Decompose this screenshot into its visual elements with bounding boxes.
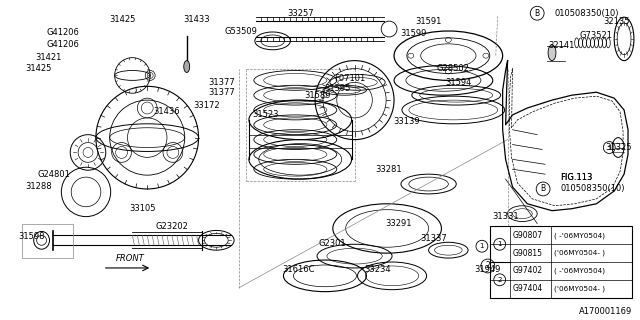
Text: 31331: 31331 (492, 212, 519, 221)
Text: 33105: 33105 (129, 204, 156, 213)
Text: 33234: 33234 (364, 265, 390, 275)
Text: 2: 2 (486, 261, 490, 270)
Text: 2: 2 (497, 277, 502, 283)
Text: 31425: 31425 (109, 15, 136, 24)
Text: 31436: 31436 (154, 108, 180, 116)
Text: 31598: 31598 (19, 232, 45, 241)
Text: G28502: G28502 (437, 64, 470, 73)
Text: 31377: 31377 (208, 78, 235, 87)
Text: 32141: 32141 (548, 41, 575, 50)
Text: 32135: 32135 (603, 17, 629, 26)
Text: G2301: G2301 (318, 239, 346, 248)
Text: 31425: 31425 (26, 64, 52, 73)
Text: ('06MY0504- ): ('06MY0504- ) (554, 250, 605, 256)
Ellipse shape (184, 60, 189, 72)
Text: 31594: 31594 (445, 78, 472, 87)
Text: 33172: 33172 (193, 100, 220, 109)
Text: 31421: 31421 (35, 53, 61, 62)
Bar (490, 227, 632, 298)
Text: 010508350(10): 010508350(10) (560, 184, 625, 194)
Text: F07101: F07101 (334, 74, 365, 83)
Text: 33291: 33291 (386, 219, 412, 228)
Ellipse shape (548, 45, 556, 60)
Text: A170001169: A170001169 (579, 308, 632, 316)
Text: 33257: 33257 (287, 9, 314, 18)
Text: 33139: 33139 (394, 117, 420, 126)
Text: FIG.113: FIG.113 (561, 172, 593, 182)
Text: 31288: 31288 (26, 182, 52, 191)
Text: 1: 1 (497, 241, 502, 247)
Text: ('06MY0504- ): ('06MY0504- ) (554, 285, 605, 292)
Text: FRONT: FRONT (116, 254, 145, 263)
Text: G97404: G97404 (513, 284, 543, 293)
Text: B: B (541, 184, 546, 194)
Text: G23202: G23202 (156, 222, 188, 231)
Text: G97402: G97402 (513, 267, 543, 276)
Bar (22, 224, 73, 258)
Text: 31616C: 31616C (282, 265, 314, 275)
Text: G90807: G90807 (513, 231, 543, 240)
Text: 31589: 31589 (305, 91, 332, 100)
Text: G41206: G41206 (47, 40, 80, 49)
Text: 31523: 31523 (252, 110, 279, 119)
Text: 010508350(10): 010508350(10) (554, 9, 619, 18)
Text: FIG.113: FIG.113 (561, 172, 593, 182)
Text: 31599: 31599 (401, 29, 427, 38)
Text: G41206: G41206 (47, 28, 80, 37)
Text: G24801: G24801 (37, 170, 70, 179)
Text: 33281: 33281 (376, 165, 403, 174)
Text: 1: 1 (479, 243, 484, 249)
Text: ( -'06MY0504): ( -'06MY0504) (554, 232, 605, 239)
Text: 31591: 31591 (415, 17, 442, 26)
Text: B: B (534, 9, 540, 18)
Text: ( -'06MY0504): ( -'06MY0504) (554, 268, 605, 274)
Text: 31595: 31595 (324, 84, 351, 93)
Ellipse shape (612, 138, 624, 157)
Text: 1: 1 (607, 145, 611, 150)
Text: G73521: G73521 (580, 31, 613, 40)
Text: 31325: 31325 (605, 143, 632, 152)
Text: 31949: 31949 (475, 265, 501, 275)
Text: G53509: G53509 (225, 27, 257, 36)
Text: G90815: G90815 (513, 249, 543, 258)
Text: 31433: 31433 (183, 15, 210, 24)
Text: 31337: 31337 (420, 234, 447, 243)
Text: 31377: 31377 (208, 88, 235, 97)
